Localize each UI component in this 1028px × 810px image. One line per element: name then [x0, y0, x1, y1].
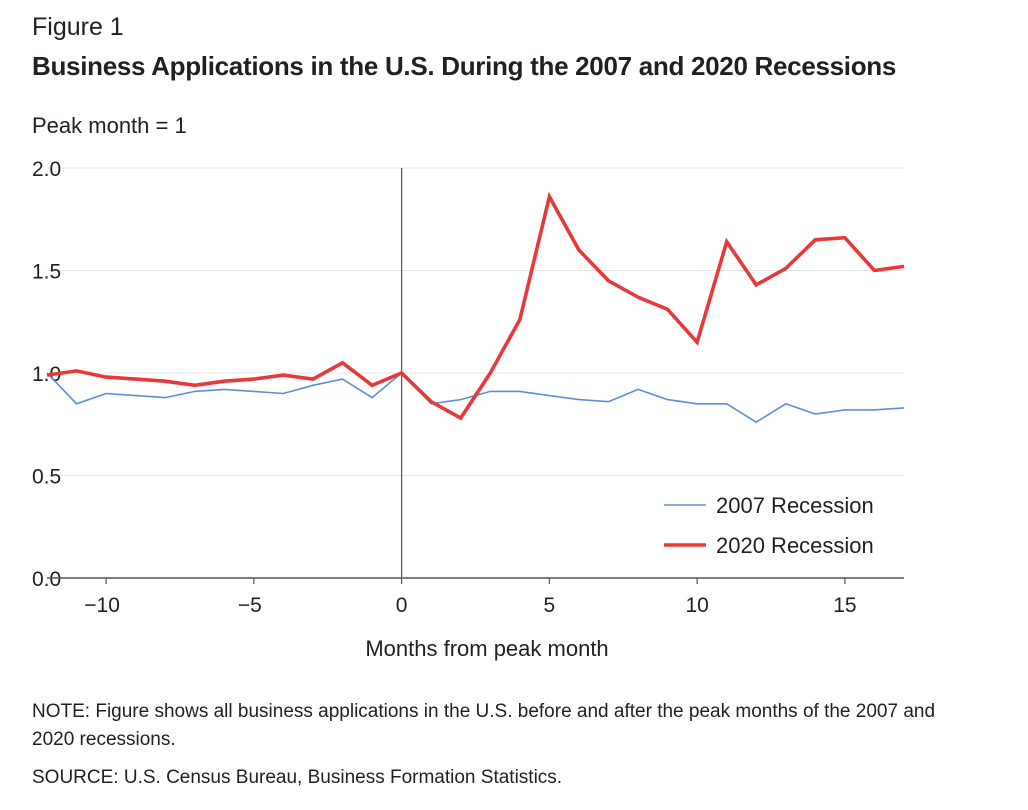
gridlines: [47, 167, 904, 476]
x-tick-label: 10: [685, 594, 708, 617]
legend: 2007 Recession 2020 Recession: [664, 493, 874, 558]
y-tick-label: 1.5: [32, 261, 61, 284]
y-axis-unit-label: Peak month = 1: [32, 113, 187, 138]
x-tick-label: −10: [84, 594, 120, 617]
y-tick-label: 0.5: [32, 466, 61, 489]
x-tick-label: 5: [544, 594, 556, 617]
figure-note: NOTE: Figure shows all business applicat…: [32, 701, 936, 750]
series-lines: [46, 191, 905, 424]
x-tick-label: 15: [833, 594, 856, 617]
figure-source: SOURCE: U.S. Census Bureau, Business For…: [32, 767, 563, 788]
legend-label: 2007 Recession: [716, 493, 874, 518]
legend-label: 2020 Recession: [716, 533, 874, 558]
x-tick-label: −5: [238, 594, 262, 617]
chart-title: Business Applications in the U.S. During…: [32, 51, 897, 81]
x-tick-label: 0: [396, 594, 408, 617]
y-tick-label: 2.0: [32, 158, 61, 181]
line-chart: 0.00.51.01.52.0−10 −5 0 5 10 15 2007 Recessio…: [32, 158, 905, 661]
figure-label: Figure 1: [32, 13, 124, 41]
x-axis-title: Months from peak month: [365, 636, 608, 661]
series-line-2: [46, 191, 905, 421]
y-tick-label: 0.0: [32, 568, 61, 591]
